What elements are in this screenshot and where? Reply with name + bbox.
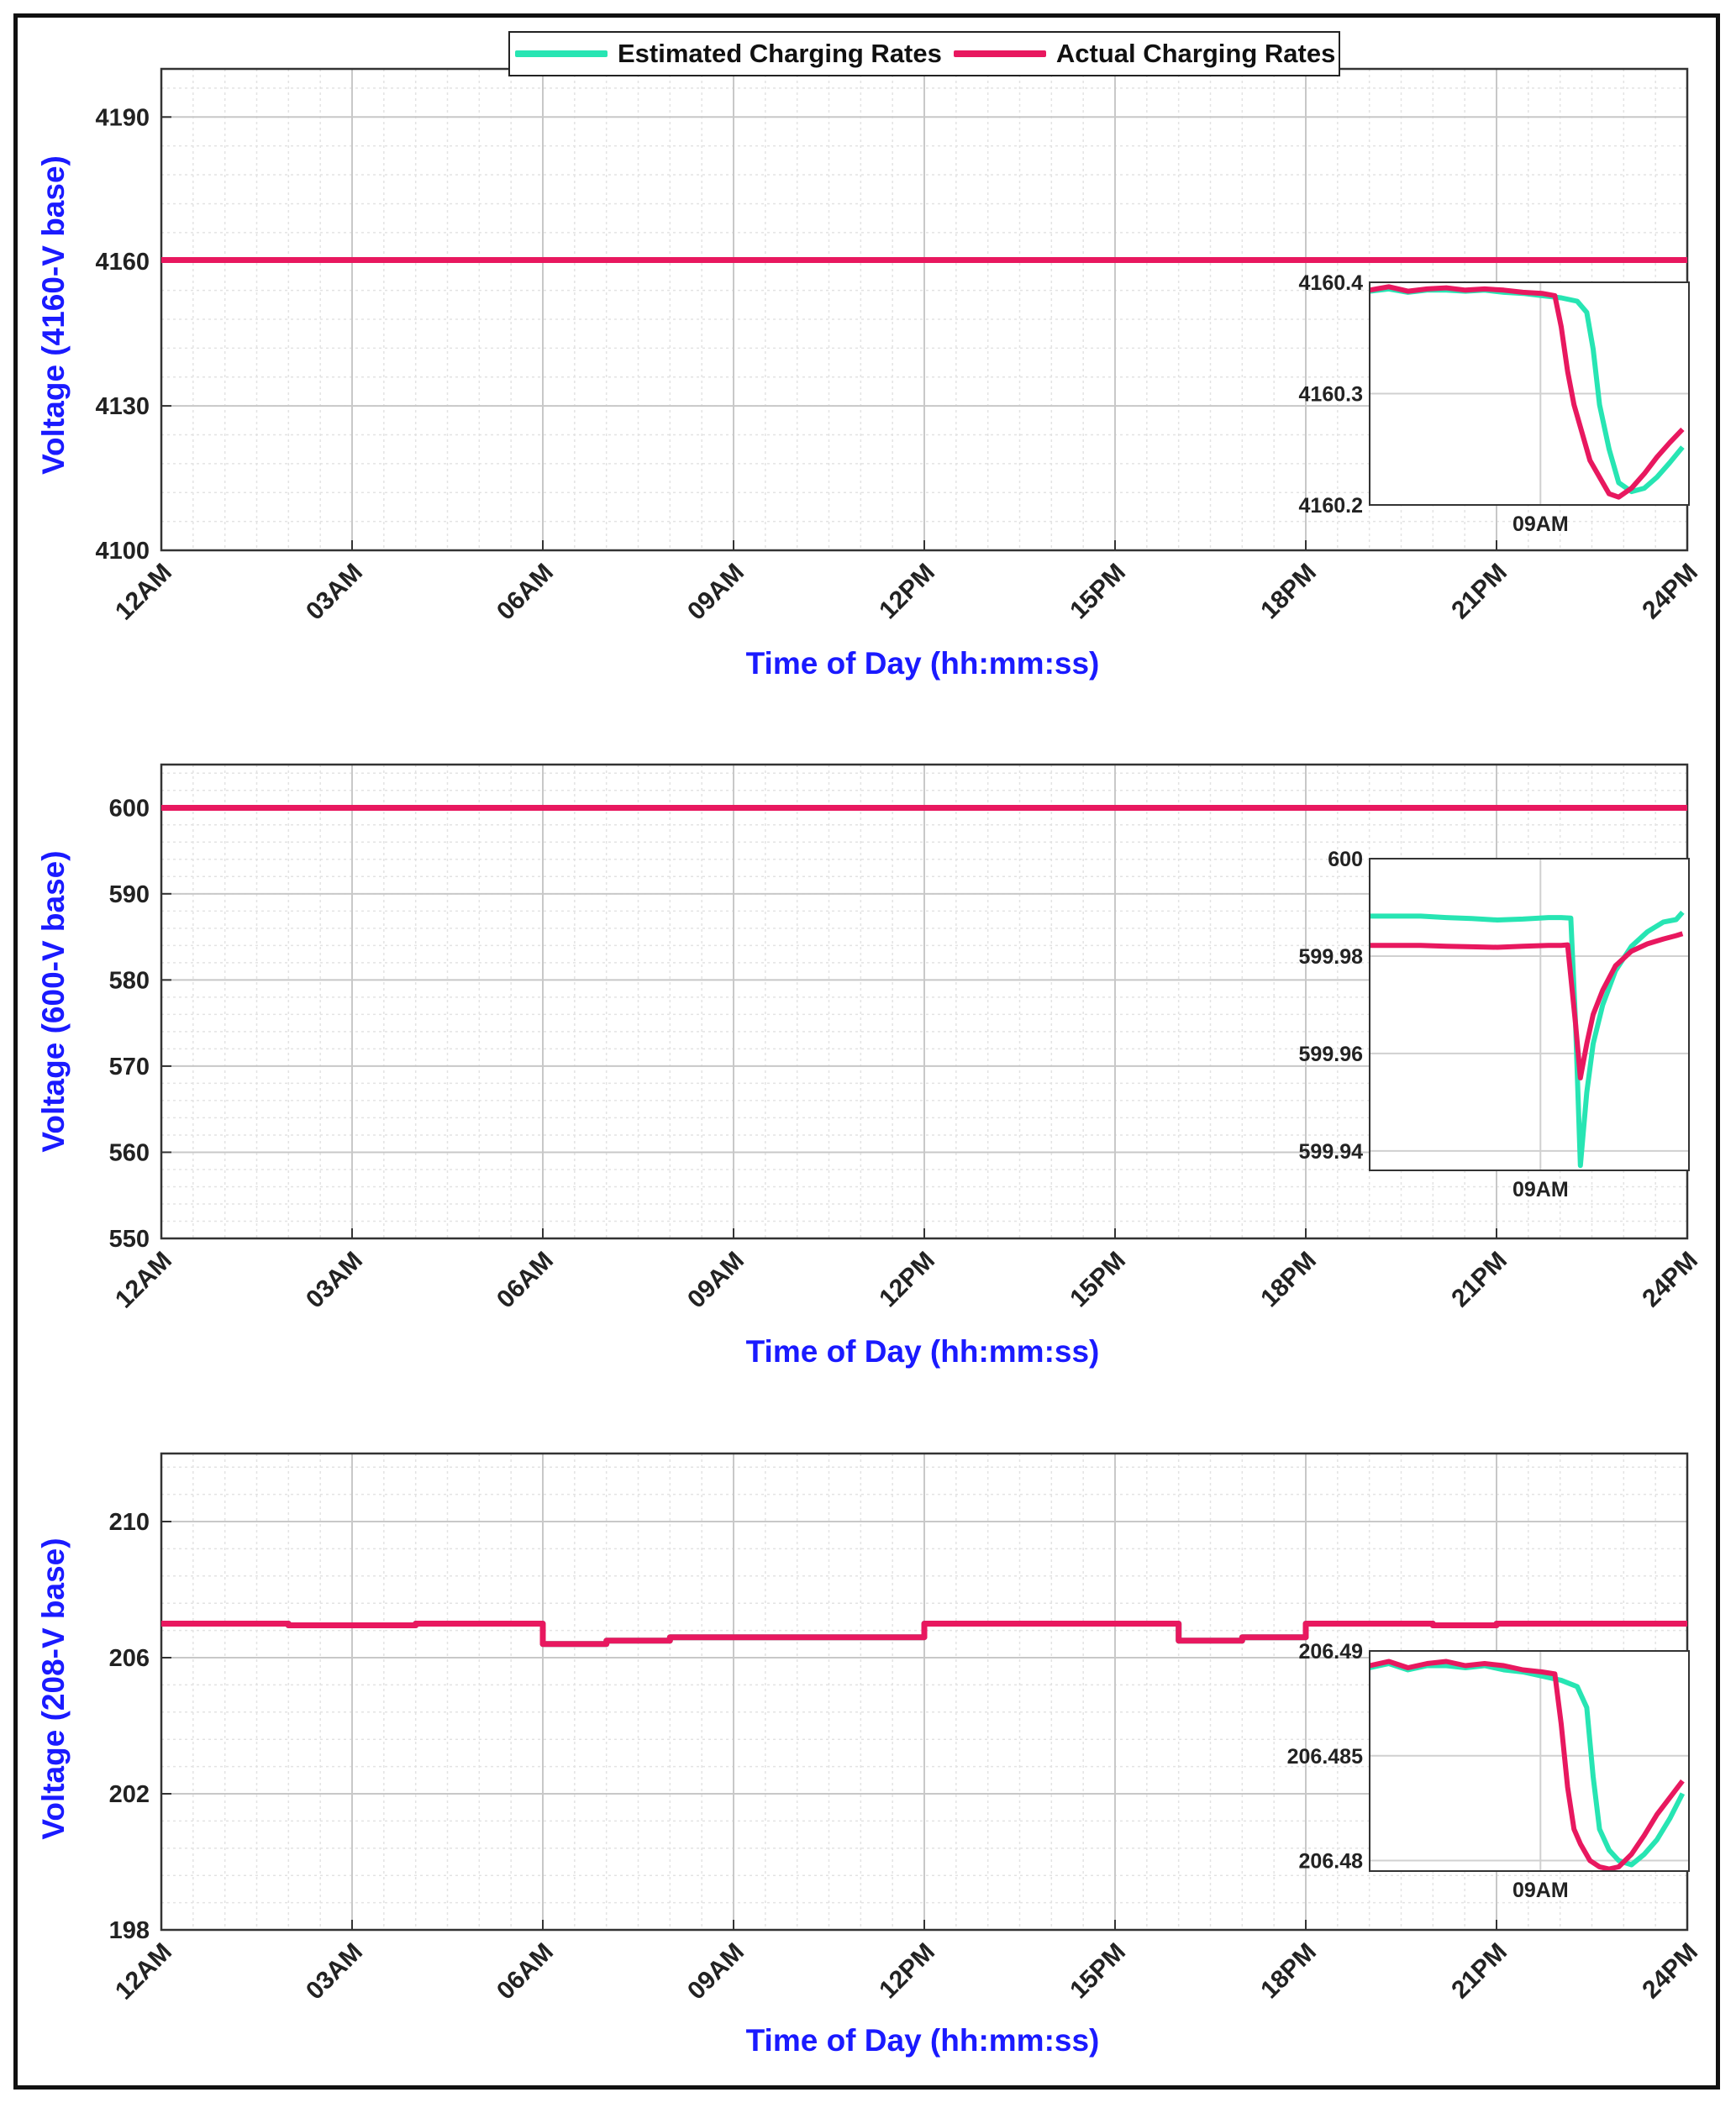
x-tick-label: 03AM xyxy=(301,559,368,626)
inset-y-tick-label: 599.98 xyxy=(1299,945,1364,969)
x-tick-label: 24PM xyxy=(1637,559,1703,625)
inset-y-tick-label: 4160.4 xyxy=(1299,271,1364,295)
x-axis-title: Time of Day (hh:mm:ss) xyxy=(746,2023,1100,2058)
y-tick-label: 600 xyxy=(109,795,150,822)
x-tick-label: 24PM xyxy=(1637,1938,1703,2005)
x-tick-label: 18PM xyxy=(1255,1938,1322,2005)
inset-y-tick-label: 600 xyxy=(1328,848,1363,871)
legend-swatch-estimated xyxy=(515,50,608,57)
x-tick-label: 12PM xyxy=(874,1938,940,2005)
x-tick-label: 24PM xyxy=(1637,1247,1703,1313)
x-axis-title: Time of Day (hh:mm:ss) xyxy=(746,646,1100,681)
x-tick-label: 12AM xyxy=(110,1247,177,1314)
y-tick-label: 590 xyxy=(109,881,150,908)
x-tick-label: 12AM xyxy=(110,559,177,626)
y-axis-title: Voltage (600-V base) xyxy=(36,850,71,1152)
x-tick-label: 15PM xyxy=(1065,1247,1131,1313)
chart-panel-3: 198 202 206 210 12AM 03AM 06AM 09AM 12PM 15PM 18PM… xyxy=(36,1452,1703,2058)
inset-chart: 206.49 206.485 206.48 09AM xyxy=(1287,1640,1690,1902)
y-tick-label: 550 xyxy=(109,1226,150,1253)
legend-label-actual: Actual Charging Rates xyxy=(1055,39,1336,68)
inset-x-tick-label: 09AM xyxy=(1512,1879,1569,1902)
x-tick-label: 12PM xyxy=(874,559,940,625)
inset-chart: 600 599.98 599.96 599.94 09AM xyxy=(1299,848,1690,1201)
inset-plot-area xyxy=(1370,1651,1689,1871)
x-tick-label: 21PM xyxy=(1446,1247,1512,1313)
x-axis-title: Time of Day (hh:mm:ss) xyxy=(746,1334,1100,1369)
y-tick-label: 4190 xyxy=(95,104,150,131)
y-tick-label: 198 xyxy=(109,1917,150,1944)
inset-axes-box xyxy=(1369,858,1690,1171)
y-tick-label: 560 xyxy=(109,1139,150,1166)
x-tick-label: 12PM xyxy=(874,1247,940,1313)
inset-y-tick-label: 599.96 xyxy=(1299,1043,1363,1066)
inset-y-tick-label: 206.485 xyxy=(1287,1745,1363,1769)
x-tick-label: 09AM xyxy=(682,1247,750,1314)
x-tick-label: 21PM xyxy=(1446,559,1512,625)
legend-item-actual: Actual Charging Rates xyxy=(953,39,1336,69)
inset-series-actual-line xyxy=(1370,931,1684,1080)
inset-series-actual-line xyxy=(1369,284,1685,500)
legend-swatch-actual xyxy=(953,50,1046,57)
inset-y-tick-label: 206.48 xyxy=(1299,1850,1364,1874)
y-tick-label: 210 xyxy=(109,1509,150,1536)
series-actual-line xyxy=(161,1621,1687,1648)
x-tick-label: 03AM xyxy=(301,1938,368,2005)
inset-series-actual-line xyxy=(1369,1659,1685,1872)
x-tick-label: 15PM xyxy=(1065,559,1131,625)
x-tick-label: 06AM xyxy=(492,1938,559,2005)
x-tick-label: 18PM xyxy=(1255,559,1322,625)
y-tick-label: 206 xyxy=(109,1645,150,1672)
x-tick-label: 09AM xyxy=(682,559,750,626)
x-tick-label: 06AM xyxy=(492,559,559,626)
legend-label-estimated: Estimated Charging Rates xyxy=(618,39,942,68)
y-axis-title: Voltage (208-V base) xyxy=(36,1538,71,1839)
figure-frame xyxy=(13,13,1720,2090)
y-tick-label: 4100 xyxy=(95,538,150,565)
y-tick-label: 4160 xyxy=(95,249,150,276)
inset-axes-box xyxy=(1369,281,1690,506)
chart-panel-2: 550 560 570 580 590 600 12AM 03AM 06AM 09AM 12PM 15… xyxy=(36,763,1703,1369)
inset-chart: 4160.4 4160.3 4160.2 09AM xyxy=(1299,271,1690,536)
x-tick-label: 03AM xyxy=(301,1247,368,1314)
x-tick-label: 09AM xyxy=(682,1938,750,2005)
inset-plot-area xyxy=(1370,859,1689,1170)
inset-y-tick-label: 4160.3 xyxy=(1299,383,1363,407)
inset-y-tick-label: 599.94 xyxy=(1299,1140,1364,1164)
x-tick-label: 15PM xyxy=(1065,1938,1131,2005)
x-tick-label: 06AM xyxy=(492,1247,559,1314)
legend-item-estimated: Estimated Charging Rates xyxy=(515,39,942,69)
x-tick-label: 21PM xyxy=(1446,1938,1512,2005)
chart-panel-1: 4100 4130 4160 4190 12AM 03AM 06AM 09AM 12PM 15PM… xyxy=(36,67,1703,681)
x-tick-label: 12AM xyxy=(110,1938,177,2005)
y-tick-label: 570 xyxy=(109,1054,150,1080)
inset-x-tick-label: 09AM xyxy=(1512,513,1569,536)
inset-y-tick-label: 4160.2 xyxy=(1299,494,1363,518)
inset-x-tick-label: 09AM xyxy=(1512,1178,1569,1201)
y-axis-title: Voltage (4160-V base) xyxy=(36,155,71,475)
y-tick-label: 4130 xyxy=(95,393,150,420)
legend: Estimated Charging Rates Actual Charging… xyxy=(508,31,1340,76)
x-tick-label: 18PM xyxy=(1255,1247,1322,1313)
inset-y-tick-label: 206.49 xyxy=(1299,1640,1363,1664)
y-tick-label: 580 xyxy=(109,967,150,994)
inset-axes-box xyxy=(1369,1650,1690,1872)
inset-series-estimated-line xyxy=(1369,1661,1686,1868)
y-tick-label: 202 xyxy=(109,1781,150,1808)
